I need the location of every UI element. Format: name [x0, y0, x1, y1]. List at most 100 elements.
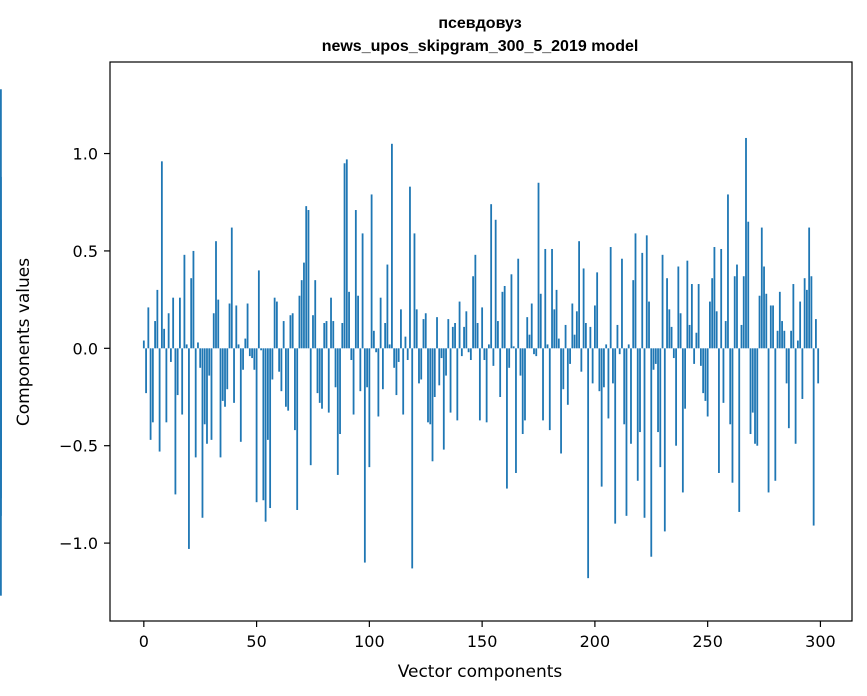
- bar: [515, 348, 517, 473]
- bar: [751, 348, 754, 413]
- bar: [248, 348, 251, 357]
- bar: [580, 348, 583, 372]
- bar: [553, 309, 556, 349]
- bar: [663, 348, 666, 532]
- bar: [404, 336, 407, 349]
- bar: [395, 348, 398, 396]
- bar: [733, 276, 736, 349]
- bar: [266, 348, 269, 440]
- chart-subtitle: news_upos_skipgram_300_5_2019 model: [322, 38, 639, 55]
- bar: [722, 348, 725, 403]
- bar: [587, 348, 590, 579]
- bar: [600, 348, 603, 487]
- bar: [280, 348, 283, 392]
- bar: [506, 348, 508, 489]
- bar: [706, 348, 709, 417]
- bar: [636, 348, 639, 481]
- bar: [483, 348, 486, 361]
- bar: [415, 309, 418, 349]
- bar: [348, 291, 350, 349]
- bar: [221, 348, 224, 401]
- bar: [0, 348, 2, 448]
- bar: [787, 348, 790, 429]
- bar: [411, 348, 414, 569]
- bar: [467, 348, 470, 353]
- bar: [458, 301, 461, 349]
- bar: [260, 348, 262, 351]
- bar: [584, 323, 587, 349]
- bar: [666, 278, 668, 349]
- bar: [625, 348, 628, 516]
- bar: [0, 219, 2, 349]
- bar: [503, 285, 506, 349]
- bar: [386, 264, 389, 349]
- bar: [289, 315, 292, 349]
- bar: [359, 348, 362, 392]
- bar: [163, 328, 166, 349]
- bar: [596, 272, 599, 349]
- bar: [648, 301, 650, 349]
- bar: [451, 326, 454, 349]
- bar: [699, 348, 702, 366]
- bar: [815, 319, 817, 349]
- bar: [736, 264, 738, 349]
- bar: [442, 348, 445, 450]
- bar: [564, 324, 567, 349]
- bar: [476, 323, 479, 349]
- x-tick-label: 150: [467, 632, 498, 651]
- bar: [440, 348, 443, 359]
- bar: [657, 348, 659, 433]
- bar: [575, 311, 578, 349]
- axes-group: 0 50 100 150 200 250 300 −1.0 −0.5 0.0 0.5 1.0: [59, 61, 853, 651]
- bar: [765, 293, 768, 349]
- bar: [740, 324, 743, 349]
- bar: [212, 313, 215, 349]
- bar: [391, 143, 393, 349]
- bar: [147, 307, 150, 349]
- bar: [715, 311, 718, 349]
- bar: [176, 348, 179, 396]
- bar: [422, 319, 425, 349]
- bar: [641, 252, 644, 349]
- bar: [785, 348, 788, 384]
- bar: [233, 348, 235, 403]
- bar: [352, 348, 355, 415]
- bar: [269, 348, 272, 509]
- bar: [400, 309, 402, 349]
- bar: [695, 332, 698, 349]
- bar: [738, 348, 741, 512]
- bar: [427, 348, 429, 423]
- bar: [145, 348, 147, 394]
- bar: [469, 348, 472, 361]
- bar: [282, 321, 285, 349]
- chart-title: псевдовуз: [438, 15, 521, 32]
- bar: [300, 280, 303, 349]
- bar: [325, 321, 328, 349]
- bar: [418, 348, 420, 384]
- bar: [702, 348, 705, 394]
- bar: [810, 276, 813, 349]
- bar: [226, 348, 229, 390]
- bar: [517, 258, 520, 349]
- bar: [681, 348, 684, 493]
- bar: [251, 348, 253, 359]
- y-tick-label: −1.0: [59, 534, 98, 553]
- bar: [650, 348, 653, 557]
- bar: [332, 321, 335, 349]
- x-tick-label: 100: [354, 632, 385, 651]
- bar: [745, 137, 747, 349]
- bar: [298, 295, 301, 349]
- bar: [548, 348, 551, 431]
- bar: [354, 210, 357, 349]
- bar: [582, 268, 585, 349]
- bar: [330, 297, 332, 349]
- bar: [370, 194, 373, 349]
- bar: [487, 344, 490, 349]
- bar: [519, 348, 522, 376]
- bar: [429, 348, 432, 425]
- bar: [312, 315, 314, 349]
- bar: [472, 276, 474, 349]
- bar: [616, 324, 619, 349]
- bar: [794, 348, 797, 444]
- bar: [808, 227, 811, 349]
